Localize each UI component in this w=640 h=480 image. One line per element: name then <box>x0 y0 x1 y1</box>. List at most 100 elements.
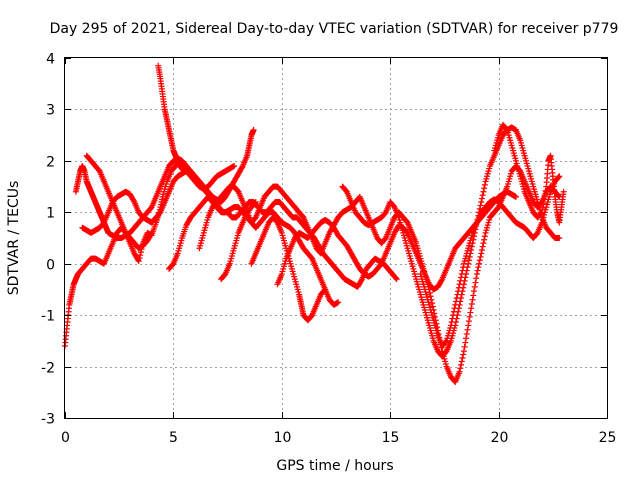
data-series <box>248 214 329 324</box>
plot-frame <box>64 57 608 419</box>
data-point <box>458 361 465 368</box>
data-point <box>456 368 463 375</box>
x-tick-label: 15 <box>382 430 400 446</box>
data-marks <box>62 62 567 385</box>
data-point <box>479 243 486 250</box>
data-point <box>477 202 484 209</box>
grid <box>65 58 607 418</box>
data-series <box>79 163 238 236</box>
data-point <box>358 277 365 284</box>
data-point <box>462 339 469 346</box>
data-point <box>438 277 445 284</box>
data-point <box>393 276 400 283</box>
data-point <box>457 277 464 284</box>
data-point <box>469 296 476 303</box>
data-point <box>541 196 548 203</box>
data-point <box>480 240 487 247</box>
data-point <box>459 355 466 361</box>
data-point <box>426 289 433 296</box>
data-point <box>453 295 460 301</box>
data-point <box>556 173 563 180</box>
y-tick-label: 4 <box>46 52 55 68</box>
data-point <box>322 286 329 293</box>
data-point <box>458 271 465 277</box>
data-point <box>463 335 470 342</box>
data-point <box>560 188 567 195</box>
data-point <box>478 195 485 202</box>
x-tick-label: 25 <box>599 430 617 446</box>
y-axis-label: SDTVAR / TECUs <box>6 181 22 296</box>
data-point <box>442 338 449 345</box>
y-tick-label: -2 <box>41 361 55 377</box>
y-tick-label: -1 <box>41 309 55 325</box>
data-point <box>539 205 546 211</box>
chart-title: Day 295 of 2021, Sidereal Day-to-day VTE… <box>50 21 619 37</box>
data-point <box>481 236 488 243</box>
x-tick-label: 0 <box>61 430 70 446</box>
data-point <box>460 264 467 271</box>
data-point <box>183 168 190 175</box>
data-point <box>468 243 475 250</box>
data-point <box>468 301 475 307</box>
data-point <box>473 275 480 282</box>
data-point <box>429 303 436 310</box>
data-point <box>470 292 477 299</box>
data-point <box>137 252 144 259</box>
data-point <box>476 260 483 267</box>
data-point <box>541 192 548 199</box>
y-tick-label: 0 <box>46 258 55 274</box>
y-tick-label: 3 <box>46 103 55 119</box>
data-point <box>427 293 434 300</box>
data-point <box>459 267 466 274</box>
data-point <box>392 275 399 282</box>
data-point <box>542 187 549 194</box>
data-series <box>196 183 342 308</box>
data-point <box>252 199 259 206</box>
data-point <box>538 210 545 217</box>
y-tick-label: -3 <box>41 412 55 428</box>
data-point <box>458 274 465 281</box>
data-point <box>475 264 482 271</box>
data-point <box>450 308 457 315</box>
data-point <box>466 253 473 260</box>
data-point <box>555 193 562 199</box>
data-point <box>474 267 481 274</box>
data-point <box>448 319 455 325</box>
x-tick-label: 20 <box>491 430 509 446</box>
data-point <box>461 343 468 350</box>
x-tick-labels: 0 5 10 15 20 25 <box>61 430 616 446</box>
data-point <box>478 199 485 205</box>
data-point <box>477 253 484 260</box>
data-point <box>465 322 472 329</box>
data-point <box>252 199 259 205</box>
data-series <box>155 62 190 175</box>
data-series <box>417 173 563 349</box>
data-point <box>137 249 144 256</box>
data-point <box>447 322 454 329</box>
y-tick-labels: -3 -2 -1 0 1 2 3 4 <box>41 52 55 428</box>
data-point <box>512 193 519 200</box>
data-point <box>481 185 488 192</box>
data-point <box>148 229 155 236</box>
data-point <box>556 235 563 241</box>
data-series <box>491 121 567 226</box>
data-point <box>471 283 478 290</box>
x-tick-label: 10 <box>274 430 292 446</box>
x-tick-label: 5 <box>169 430 178 446</box>
data-point <box>540 200 547 207</box>
data-point <box>473 271 480 277</box>
data-point <box>250 127 257 133</box>
data-point <box>239 164 246 171</box>
data-point <box>454 291 461 298</box>
data-point <box>479 192 486 199</box>
data-point <box>481 233 488 240</box>
data-point <box>480 188 487 195</box>
data-point <box>472 279 479 286</box>
data-point <box>464 326 471 333</box>
y-tick-label: 1 <box>46 206 55 222</box>
data-series <box>218 199 259 283</box>
data-point <box>455 284 462 291</box>
data-point <box>452 298 459 305</box>
data-point <box>555 174 562 181</box>
data-point <box>478 250 485 257</box>
